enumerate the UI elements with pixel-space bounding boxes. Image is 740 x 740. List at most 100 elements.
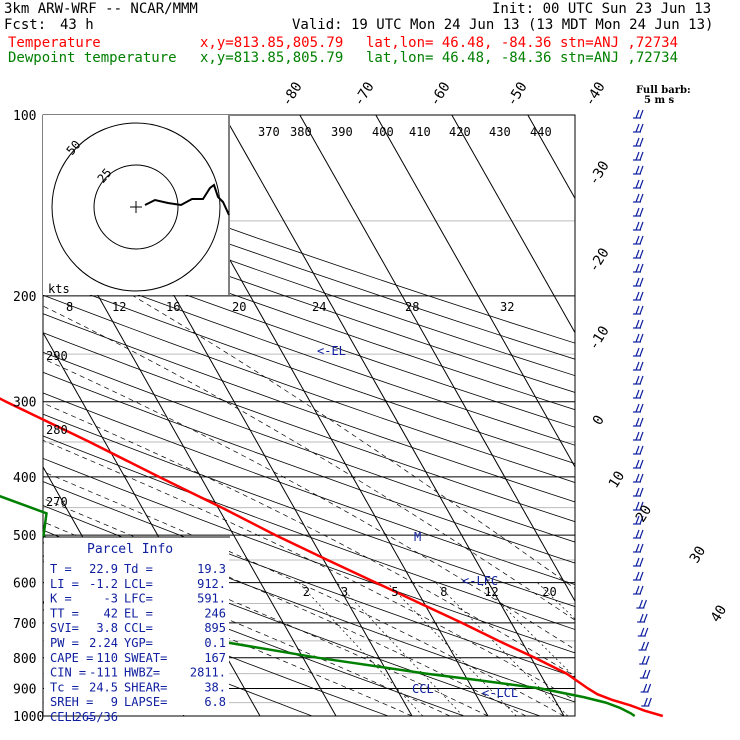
wind-barb-flag (635, 333, 640, 343)
mixing-ratio-line (479, 582, 575, 678)
wind-barb-flag (639, 571, 644, 581)
pressure-label: 400 (13, 471, 36, 486)
temperature-line (0, 397, 664, 718)
wind-barb-flag (635, 263, 640, 273)
wind-barb-flag (635, 375, 640, 385)
parcel-key: K = (50, 592, 72, 606)
temperature-xy: x,y=813.85,805.79 (200, 35, 344, 51)
wind-barb-flag (639, 515, 644, 525)
parcel-key: PW = (50, 636, 79, 650)
parcel-key: SVI= (50, 621, 79, 635)
parcel-key: Td = (124, 562, 153, 576)
parcel-key: HWBZ= (124, 666, 160, 680)
speed-label: 24 (312, 300, 326, 314)
wind-barbs (633, 109, 652, 707)
wind-barb-flag (639, 557, 644, 567)
dry-adiabat (43, 371, 575, 564)
dry-adiabat (43, 457, 575, 654)
wind-barb-flag (635, 487, 640, 497)
pressure-label: 500 (13, 529, 36, 544)
wind-barb-flag (644, 641, 650, 651)
barb-legend-title: Full barb: (636, 85, 691, 96)
isotherm-label: -70 (351, 79, 378, 109)
hodograph-ring-inner (93, 164, 179, 250)
pressure-label: 700 (13, 617, 36, 632)
wind-barb-flag (639, 417, 644, 427)
parcel-value: -3 (104, 592, 118, 606)
theta-label: 270 (46, 495, 68, 509)
barb-legend-unit: 5 m s (644, 95, 675, 106)
wind-barb-flag (639, 123, 644, 133)
wind-barb-flag (635, 123, 640, 133)
wind-barb-flag (635, 543, 640, 553)
dry-adiabat (43, 276, 575, 465)
wind-barb-flag (635, 417, 640, 427)
parcel-value: 19.3 (197, 562, 226, 576)
theta-label: 380 (290, 125, 312, 139)
theta-label: 280 (46, 423, 68, 437)
wind-barb-flag (641, 655, 646, 665)
parcel-key: SHEAR= (124, 680, 167, 694)
isotherm (223, 115, 565, 716)
pressure-label: 200 (13, 290, 36, 305)
theta-label: 420 (449, 125, 471, 139)
moist-adiabat (43, 402, 575, 677)
temperature-latlon: lat,lon= 46.48, -84.36 (366, 35, 552, 51)
wind-barb-flag (639, 151, 644, 161)
wind-barb-flag (635, 151, 640, 161)
theta-label: 440 (530, 125, 552, 139)
dewpoint-station: stn=ANJ ,72734 (560, 50, 679, 66)
moist-adiabat (43, 498, 527, 716)
moist-adiabat (43, 305, 575, 621)
parcel-key: LFC= (124, 592, 153, 606)
speed-label: 20 (232, 300, 246, 314)
parcel-key: TT = (50, 606, 79, 620)
wind-barb-flag (635, 235, 640, 245)
parcel-value: 265/36 (75, 710, 118, 724)
wind-barb-flag (639, 585, 644, 595)
wind-barb-flag (639, 249, 644, 259)
parcel-value: 912. (197, 577, 226, 591)
parcel-box-bg (44, 537, 229, 715)
mixing-ratio-label: 20 (542, 585, 556, 599)
parcel-value: 24.5 (89, 680, 118, 694)
parcel-key: CAPE = (50, 651, 93, 665)
parcel-key: LI = (50, 577, 79, 591)
hodograph-unit: kts (48, 282, 70, 296)
wind-barb-flag (646, 669, 651, 679)
parcel-value: 2.24 (89, 636, 118, 650)
speed-label: 8 (66, 300, 73, 314)
isotherm-label: -50 (504, 79, 531, 109)
parcel-key: EL = (124, 606, 153, 620)
wind-barb-flag (639, 473, 644, 483)
temperature-station: stn=ANJ ,72734 (560, 35, 679, 51)
wind-barb-flag (639, 459, 644, 469)
wind-barb-flag (647, 697, 652, 707)
pressure-label: 600 (13, 577, 36, 592)
mixing-ratio-line (336, 582, 464, 716)
wind-barb-flag (635, 179, 640, 189)
moist-adiabat (133, 295, 575, 589)
wind-barb-flag (639, 501, 644, 511)
wind-barb-flag (635, 389, 640, 399)
wind-barb-flag (635, 109, 640, 119)
wind-barb-flag (639, 613, 644, 623)
theta-label: 430 (489, 125, 511, 139)
forecast-label: Fcst: (4, 17, 47, 33)
parcel-value: 9 (111, 695, 118, 709)
parcel-key: T = (50, 562, 72, 576)
wind-barb-flag (635, 165, 640, 175)
isotherm-label: 20 (633, 502, 656, 525)
parcel-value: 0.1 (204, 636, 226, 650)
pressure-label: 1000 (13, 710, 44, 725)
mixing-ratio-label: 5 (391, 585, 398, 599)
isotherm-label: -30 (586, 158, 613, 188)
hodograph-center (130, 201, 142, 213)
wind-barb-flag (639, 487, 644, 497)
dry-adiabat (43, 413, 575, 608)
wind-barb-flag (639, 333, 644, 343)
wind-barb-flag (639, 165, 644, 175)
dry-adiabat (43, 191, 575, 377)
parcel-title: Parcel Info (87, 542, 173, 557)
wind-barb-flag (640, 627, 645, 637)
